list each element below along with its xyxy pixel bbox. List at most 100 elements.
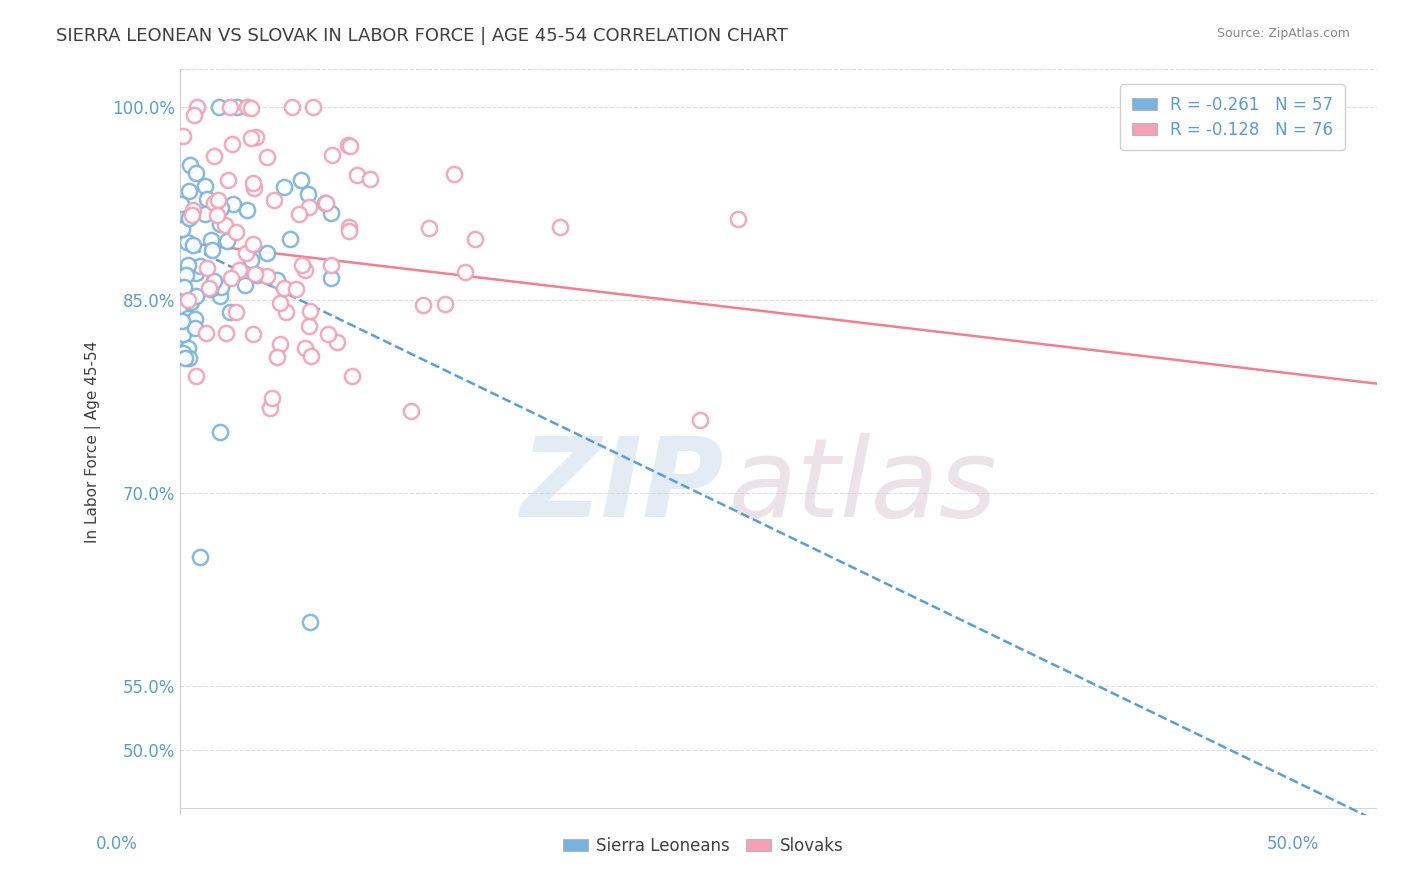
Point	[256, 245, 278, 260]
Point	[314, 196, 336, 211]
Point	[359, 171, 381, 186]
Point	[243, 181, 266, 195]
Point	[194, 178, 217, 193]
Point	[181, 238, 204, 252]
Point	[219, 305, 242, 319]
Point	[339, 224, 361, 238]
Point	[172, 327, 194, 342]
Point	[269, 336, 291, 351]
Point	[170, 197, 193, 211]
Point	[194, 326, 217, 340]
Point	[301, 100, 323, 114]
Point	[288, 207, 311, 221]
Point	[186, 166, 208, 180]
Point	[179, 158, 201, 172]
Point	[201, 281, 224, 295]
Point	[245, 130, 267, 145]
Point	[195, 192, 218, 206]
Point	[274, 304, 297, 318]
Point	[208, 100, 231, 114]
Point	[233, 278, 256, 293]
Point	[205, 208, 228, 222]
Point	[228, 263, 250, 277]
Point	[297, 187, 319, 202]
Point	[266, 350, 288, 364]
Point	[183, 108, 205, 122]
Point	[399, 404, 422, 418]
Point	[208, 289, 231, 303]
Point	[298, 200, 321, 214]
Point	[186, 100, 208, 114]
Point	[339, 139, 361, 153]
Point	[243, 267, 266, 281]
Legend: R = -0.261   N = 57, R = -0.128   N = 76: R = -0.261 N = 57, R = -0.128 N = 76	[1121, 85, 1344, 151]
Point	[207, 194, 229, 208]
Point	[269, 296, 291, 310]
Point	[174, 268, 197, 282]
Point	[209, 201, 232, 215]
Point	[170, 222, 193, 236]
Point	[225, 225, 247, 239]
Point	[235, 245, 257, 260]
Point	[418, 221, 440, 235]
Point	[301, 349, 323, 363]
Point	[294, 341, 316, 355]
Point	[221, 136, 243, 151]
Point	[194, 206, 217, 220]
Point	[326, 335, 349, 350]
Point	[202, 149, 225, 163]
Point	[340, 369, 363, 384]
Point	[281, 100, 304, 114]
Point	[260, 391, 283, 405]
Point	[256, 151, 278, 165]
Point	[434, 296, 457, 310]
Point	[298, 615, 321, 629]
Point	[259, 401, 281, 415]
Legend: Sierra Leoneans, Slovaks: Sierra Leoneans, Slovaks	[555, 830, 851, 862]
Point	[176, 235, 198, 250]
Point	[198, 282, 221, 296]
Point	[315, 195, 337, 210]
Point	[197, 281, 219, 295]
Point	[195, 261, 218, 276]
Point	[240, 253, 263, 268]
Point	[236, 100, 259, 114]
Point	[321, 148, 343, 162]
Point	[172, 345, 194, 359]
Point	[319, 258, 342, 272]
Point	[454, 265, 477, 279]
Text: ZIP: ZIP	[522, 433, 724, 540]
Point	[263, 194, 285, 208]
Point	[184, 312, 207, 326]
Point	[412, 298, 434, 312]
Point	[202, 196, 225, 211]
Point	[443, 167, 465, 181]
Point	[214, 219, 236, 233]
Point	[464, 232, 486, 246]
Point	[177, 259, 200, 273]
Point	[181, 203, 204, 218]
Point	[316, 327, 339, 342]
Point	[173, 280, 195, 294]
Point	[177, 351, 200, 366]
Point	[256, 268, 278, 283]
Point	[321, 206, 343, 220]
Point	[201, 243, 224, 257]
Text: atlas: atlas	[728, 433, 997, 540]
Point	[186, 369, 208, 384]
Point	[242, 237, 264, 252]
Point	[173, 351, 195, 365]
Point	[172, 313, 194, 327]
Point	[266, 273, 288, 287]
Point	[336, 138, 359, 153]
Point	[176, 311, 198, 326]
Point	[180, 294, 202, 309]
Point	[184, 321, 207, 335]
Point	[215, 234, 238, 248]
Point	[235, 203, 257, 218]
Point	[290, 172, 312, 186]
Point	[299, 304, 322, 318]
Point	[273, 180, 295, 194]
Point	[184, 289, 207, 303]
Point	[239, 131, 262, 145]
